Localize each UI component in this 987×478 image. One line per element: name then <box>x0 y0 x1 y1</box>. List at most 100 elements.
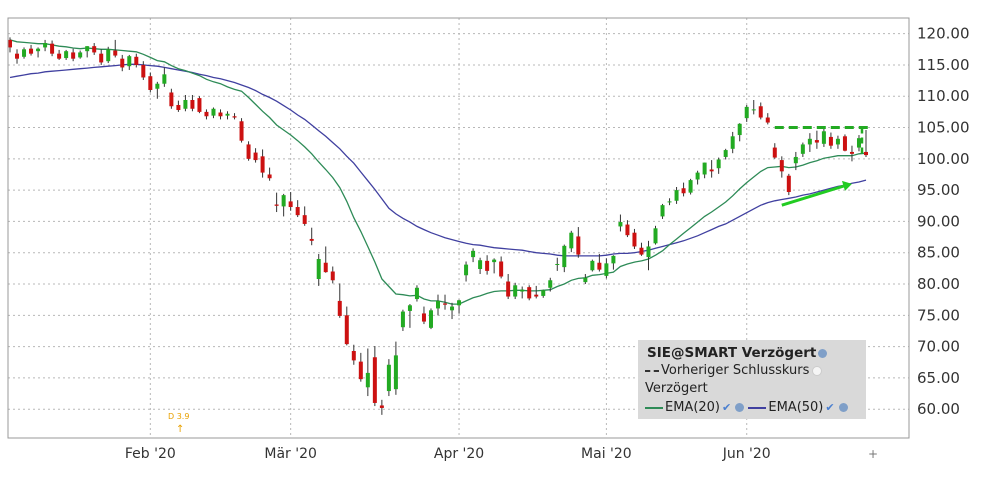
candle-body <box>15 53 20 59</box>
candle-body <box>485 260 490 271</box>
y-tick-label: 65.00 <box>917 369 960 387</box>
candle-body <box>800 144 805 154</box>
candle-body <box>590 260 595 271</box>
candle-body <box>372 357 377 403</box>
candle-body <box>190 99 195 109</box>
candle-body <box>597 262 602 270</box>
candle-body <box>64 51 69 59</box>
y-tick-label: 70.00 <box>917 338 960 356</box>
candle-body <box>43 43 48 48</box>
candle-body <box>604 263 609 276</box>
settings-icon[interactable] <box>818 348 828 358</box>
candle-body <box>513 285 518 297</box>
x-axis-ticks: Feb '20 Mär '20 Apr '20 Mai '20 Jun '20 <box>125 446 771 462</box>
candle-body <box>807 138 812 145</box>
legend-prev-close: Vorheriger Schlusskurs <box>645 363 823 378</box>
candle-body <box>239 121 244 141</box>
check-icon[interactable]: ✔ <box>825 401 835 414</box>
candlestick-series <box>8 37 868 415</box>
ema50-line <box>9 63 867 257</box>
candle-body <box>204 111 209 117</box>
candle-body <box>492 259 497 263</box>
candle-body <box>148 76 153 90</box>
candle-body <box>758 106 763 118</box>
candle-body <box>176 105 181 111</box>
candle-body <box>134 56 139 65</box>
candle-body <box>450 306 455 311</box>
candle-body <box>716 159 721 169</box>
candle-body <box>379 405 384 408</box>
legend-title-text: SIE@SMART Verzögert <box>647 345 817 361</box>
y-tick-label: 120.00 <box>917 25 970 43</box>
candle-body <box>744 106 749 119</box>
candle-body <box>337 300 342 316</box>
candle-body <box>344 315 349 345</box>
candle-body <box>36 48 41 52</box>
check-icon[interactable]: ✔ <box>722 401 732 414</box>
candle-body <box>50 43 55 54</box>
candle-body <box>583 277 588 283</box>
candle-body <box>723 150 728 157</box>
candle-body <box>232 116 237 118</box>
plot-frame <box>7 17 910 439</box>
candle-body <box>625 224 630 236</box>
candle-body <box>688 180 693 193</box>
candle-body <box>618 222 623 227</box>
candle-body <box>330 271 335 281</box>
candle-body <box>113 50 118 56</box>
candle-body <box>765 117 770 123</box>
candle-body <box>737 123 742 136</box>
ema20-line <box>9 39 867 305</box>
candle-body <box>421 313 426 322</box>
candle-body <box>71 52 76 59</box>
legend-prev-close-label: Vorheriger Schlusskurs <box>661 363 810 378</box>
candle-body <box>428 310 433 328</box>
candle-body <box>29 48 34 54</box>
candle-body <box>414 287 419 300</box>
annotations <box>774 126 869 207</box>
candle-body <box>386 364 391 392</box>
candle-body <box>849 151 854 154</box>
candle-body <box>211 108 216 116</box>
candle-body <box>443 303 448 305</box>
candle-body <box>506 281 511 297</box>
candle-body <box>457 300 462 306</box>
legend-ema50-label: EMA(50) <box>768 400 824 415</box>
candle-body <box>534 294 539 297</box>
candle-body <box>702 162 707 175</box>
candle-body <box>85 46 90 52</box>
y-tick-label: 100.00 <box>917 150 970 168</box>
toggle-dot-icon[interactable] <box>812 365 823 376</box>
event-marker-label: D 3.9 <box>168 412 190 421</box>
y-tick-label: 90.00 <box>917 212 960 230</box>
series-line-EMA(20) <box>9 39 867 305</box>
dashed-line-icon <box>645 369 659 372</box>
candle-body <box>541 290 546 296</box>
candle-body <box>155 83 160 89</box>
candle-body <box>246 144 251 159</box>
x-tick-label: Feb '20 <box>125 446 176 462</box>
settings-icon[interactable] <box>838 403 848 412</box>
candle-body <box>127 56 132 67</box>
candle-body <box>162 74 167 84</box>
legend-box: SIE@SMART Verzögert Vorheriger Schlussku… <box>638 340 866 419</box>
candle-body <box>281 195 286 207</box>
candle-body <box>681 188 686 194</box>
series-line-EMA(50) <box>9 63 867 257</box>
x-tick-label: Jun '20 <box>722 446 771 462</box>
y-tick-label: 95.00 <box>917 181 960 199</box>
trend-arrow-icon <box>781 183 847 207</box>
candle-body <box>864 151 868 156</box>
candle-body <box>295 207 300 216</box>
candle-body <box>225 113 230 116</box>
candle-body <box>555 263 560 265</box>
settings-icon[interactable] <box>735 403 745 412</box>
ema20-line-icon <box>645 406 663 409</box>
candle-body <box>260 156 265 173</box>
trend-arrowhead-icon <box>841 180 852 191</box>
candle-body <box>288 201 293 208</box>
candle-body <box>835 138 840 145</box>
candle-body <box>828 136 833 146</box>
candle-body <box>365 372 370 388</box>
candle-body <box>520 289 525 292</box>
